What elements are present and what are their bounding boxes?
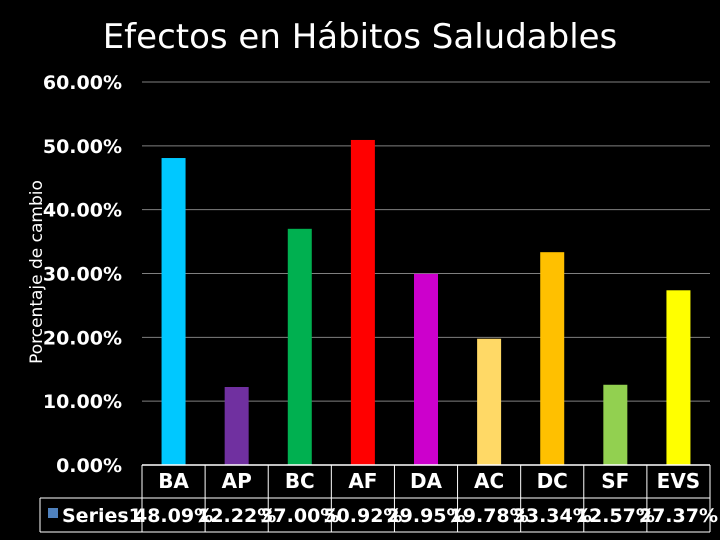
data-label: 50.92% (323, 505, 402, 527)
bar-ac (477, 338, 502, 465)
data-label: 37.00% (260, 505, 339, 527)
bars (161, 139, 691, 465)
legend-key-swatch (48, 508, 58, 518)
x-tick-label: EVS (657, 469, 701, 493)
y-tick-label: 30.00% (43, 264, 122, 286)
x-tick-label: AC (474, 469, 504, 493)
data-label: 27.37% (639, 505, 718, 527)
x-tick-label: DC (537, 469, 568, 493)
legend-series-name: Series1 (62, 505, 142, 527)
y-tick-label: 10.00% (43, 391, 122, 413)
x-tick-label: AP (222, 469, 252, 493)
bar-sf (603, 384, 628, 465)
y-tick-label: 60.00% (43, 72, 122, 94)
bar-ba (161, 158, 186, 465)
y-tick-labels: 0.00% 10.00% 20.00% 30.00% 40.00% 50.00% 60.00… (43, 72, 122, 477)
y-axis-label: Porcentaje de cambio (27, 180, 47, 364)
data-table: BA 48.09% AP 12.22% BC 37.00% AF 50.92% DA 29.95%… (39, 464, 718, 533)
bar-bc (287, 228, 312, 465)
y-tick-label: 50.00% (43, 136, 122, 158)
data-label: 29.95% (386, 505, 465, 527)
y-tick-label: 0.00% (56, 455, 122, 477)
data-label: 33.34% (513, 505, 592, 527)
data-label: 12.57% (576, 505, 655, 527)
bar-af (350, 139, 375, 465)
bar-evs (666, 290, 691, 465)
x-tick-label: AF (348, 469, 377, 493)
x-tick-label: BC (285, 469, 315, 493)
bar-ap (224, 386, 249, 465)
x-tick-label: DA (410, 469, 443, 493)
chart-title: Efectos en Hábitos Saludables (103, 17, 618, 57)
data-label: 12.22% (197, 505, 276, 527)
x-tick-label: SF (601, 469, 629, 493)
data-label: 48.09% (134, 505, 213, 527)
y-tick-label: 40.00% (43, 200, 122, 222)
bar-dc (540, 252, 565, 465)
bar-da (414, 273, 438, 465)
data-label: 19.78% (450, 505, 529, 527)
y-tick-label: 20.00% (43, 327, 122, 349)
x-tick-label: BA (158, 469, 189, 493)
